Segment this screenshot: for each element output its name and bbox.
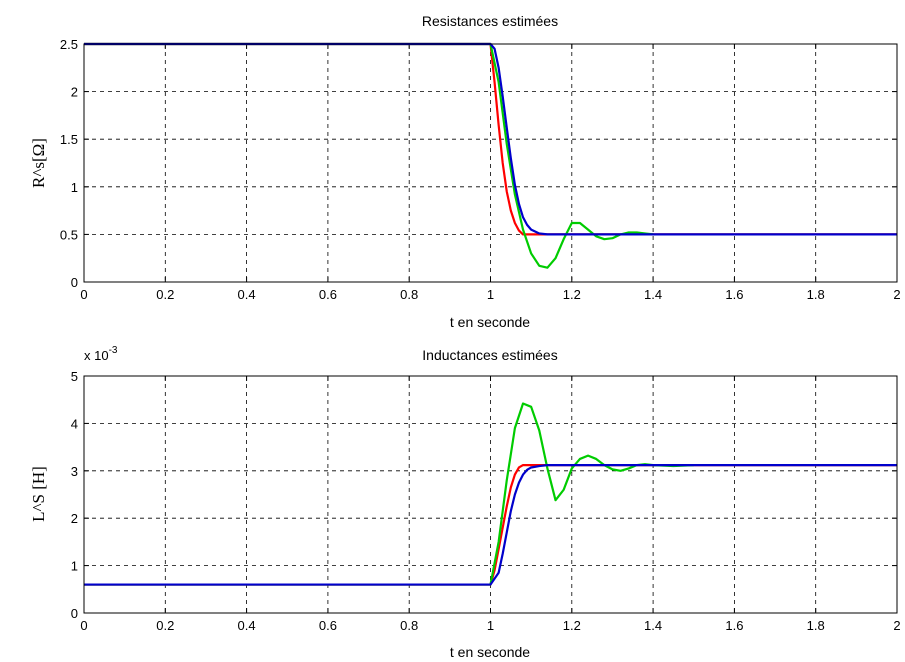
resistance-y-axis-label: R^s[Ω] bbox=[29, 138, 48, 188]
inductance-x-tick-label: 1.6 bbox=[725, 618, 743, 633]
inductance-series-green-line bbox=[84, 402, 694, 586]
inductance-y-tick-label: 2 bbox=[71, 511, 78, 526]
resistance-x-tick-label: 1.8 bbox=[807, 287, 825, 302]
inductance-x-tick-label: 0 bbox=[80, 618, 87, 633]
resistance-x-tick-label: 1 bbox=[487, 287, 494, 302]
inductance-y-tick-label: 1 bbox=[71, 559, 78, 574]
inductance-plot-area bbox=[83, 375, 898, 614]
inductance-x-tick-label: 1 bbox=[487, 618, 494, 633]
resistance-x-tick-label: 0.2 bbox=[156, 287, 174, 302]
inductance-x-axis-label: t en seconde bbox=[450, 644, 530, 660]
inductance-x-tick-label: 0.2 bbox=[156, 618, 174, 633]
resistance-x-tick-label: 0.8 bbox=[400, 287, 418, 302]
resistance-plot-area bbox=[83, 43, 898, 283]
inductance-x-tick-label: 0.8 bbox=[400, 618, 418, 633]
resistance-y-tick-label: 2 bbox=[71, 85, 78, 100]
inductance-y-tick-label: 4 bbox=[71, 416, 78, 431]
inductance-axes: Inductances estimées x 10-3 0 0.2 0.4 0.6 0.… bbox=[29, 345, 901, 660]
resistance-y-tick-label: 1 bbox=[71, 180, 78, 195]
resistance-x-tick-label: 1.4 bbox=[644, 287, 662, 302]
inductance-y-multiplier: x 10-3 bbox=[84, 345, 118, 363]
resistance-series-red-line bbox=[84, 42, 897, 236]
resistance-x-tick-label: 1.2 bbox=[563, 287, 581, 302]
resistance-series-blue-line bbox=[84, 42, 897, 236]
resistance-x-tick-label: 1.6 bbox=[725, 287, 743, 302]
inductance-x-tick-label: 1.4 bbox=[644, 618, 662, 633]
resistance-x-tick-label: 2 bbox=[893, 287, 900, 302]
inductance-y-tick-label: 5 bbox=[71, 369, 78, 384]
inductance-y-axis-label: L^S [H] bbox=[29, 466, 48, 522]
resistance-chart-title: Resistances estimées bbox=[422, 13, 558, 29]
inductance-y-tick-label: 0 bbox=[71, 606, 78, 621]
resistance-x-tick-label: 0 bbox=[80, 287, 87, 302]
resistance-y-tick-label: 2.5 bbox=[60, 37, 78, 52]
inductance-chart-title: Inductances estimées bbox=[422, 347, 557, 363]
resistance-x-tick-label: 0.4 bbox=[238, 287, 256, 302]
resistance-axes: Resistances estimées 0 0.2 0.4 0.6 0.8 1 1.2 1.… bbox=[29, 13, 901, 330]
resistance-x-axis-label: t en seconde bbox=[450, 314, 530, 330]
inductance-series-blue-line bbox=[84, 464, 897, 586]
resistance-y-tick-label: 0.5 bbox=[60, 227, 78, 242]
resistance-x-tick-label: 0.6 bbox=[319, 287, 337, 302]
resistance-y-tick-label: 0 bbox=[71, 275, 78, 290]
inductance-x-tick-label: 0.4 bbox=[238, 618, 256, 633]
inductance-x-tick-label: 0.6 bbox=[319, 618, 337, 633]
resistance-y-tick-label: 1.5 bbox=[60, 132, 78, 147]
inductance-x-tick-label: 2 bbox=[893, 618, 900, 633]
inductance-x-tick-label: 1.8 bbox=[807, 618, 825, 633]
inductance-x-tick-label: 1.2 bbox=[563, 618, 581, 633]
inductance-y-tick-label: 3 bbox=[71, 464, 78, 479]
